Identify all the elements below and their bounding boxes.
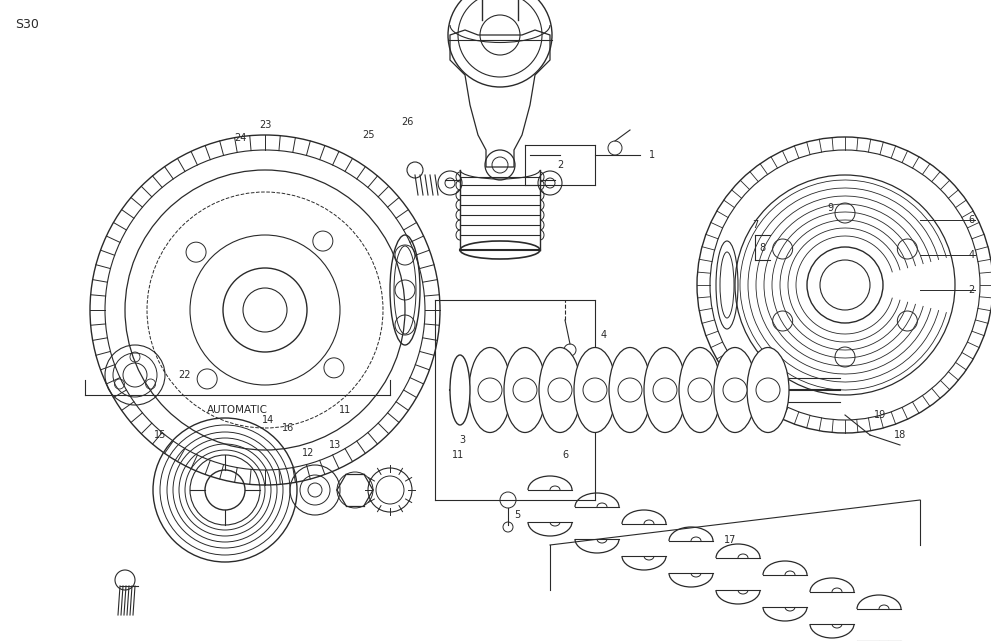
Ellipse shape: [609, 347, 651, 433]
Circle shape: [583, 378, 607, 402]
Circle shape: [688, 378, 712, 402]
Text: 26: 26: [400, 117, 413, 127]
Text: 12: 12: [302, 448, 314, 458]
Ellipse shape: [539, 347, 581, 433]
Circle shape: [653, 378, 677, 402]
Ellipse shape: [469, 347, 511, 433]
Text: 4: 4: [969, 250, 975, 260]
Ellipse shape: [714, 347, 756, 433]
Ellipse shape: [644, 347, 686, 433]
Text: 1: 1: [649, 150, 655, 160]
Text: 3: 3: [459, 435, 465, 445]
Ellipse shape: [574, 347, 616, 433]
Ellipse shape: [504, 347, 546, 433]
Text: 9: 9: [826, 203, 833, 213]
Text: 2: 2: [557, 160, 563, 170]
Text: 23: 23: [259, 120, 272, 130]
Text: 4: 4: [601, 330, 607, 340]
Circle shape: [478, 378, 502, 402]
Text: 22: 22: [178, 370, 190, 380]
Text: 19: 19: [874, 410, 886, 420]
Text: 25: 25: [362, 130, 375, 140]
Text: 10: 10: [450, 395, 462, 405]
Text: 11: 11: [452, 450, 464, 460]
Text: 8: 8: [759, 243, 765, 253]
Ellipse shape: [450, 355, 470, 425]
Text: 18: 18: [894, 430, 906, 440]
Text: 24: 24: [234, 133, 246, 143]
Circle shape: [723, 378, 747, 402]
Text: 17: 17: [723, 535, 736, 545]
Text: 5: 5: [514, 510, 520, 520]
Circle shape: [513, 378, 537, 402]
Text: 15: 15: [154, 430, 166, 440]
Polygon shape: [450, 30, 550, 167]
Ellipse shape: [747, 347, 789, 433]
Text: 2: 2: [969, 285, 975, 295]
Text: 6: 6: [969, 215, 975, 225]
Circle shape: [756, 378, 780, 402]
Text: S30: S30: [15, 18, 39, 31]
Text: 13: 13: [329, 440, 341, 450]
Text: 7: 7: [752, 220, 758, 230]
Circle shape: [618, 378, 642, 402]
Text: 11: 11: [339, 405, 351, 415]
Ellipse shape: [679, 347, 721, 433]
Text: 16: 16: [281, 423, 294, 433]
Circle shape: [548, 378, 572, 402]
Text: AUTOMATIC: AUTOMATIC: [206, 405, 268, 415]
Text: 6: 6: [562, 450, 568, 460]
Text: 14: 14: [262, 415, 275, 425]
